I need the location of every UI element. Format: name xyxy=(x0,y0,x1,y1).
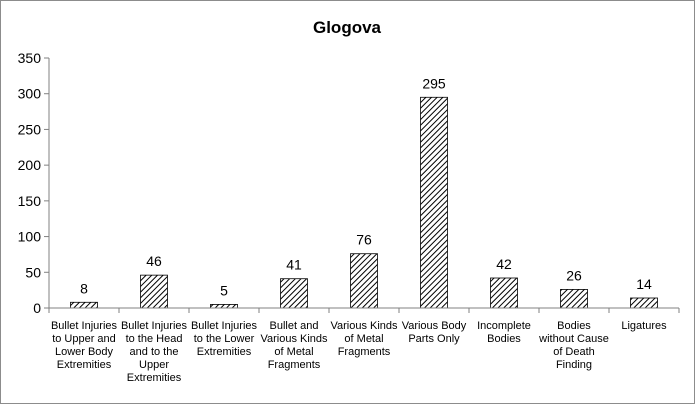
bar xyxy=(210,304,238,309)
y-tick-label: 50 xyxy=(25,264,41,280)
x-category-label-line: Lower Body xyxy=(55,346,114,358)
x-category-label-line: Extremities xyxy=(57,359,112,371)
y-tick-label: 200 xyxy=(18,157,42,173)
chart-title: Glogova xyxy=(313,18,382,37)
x-category-label-line: Fragments xyxy=(338,346,391,358)
x-category-label-line: to the Head xyxy=(126,333,183,345)
x-category-label-line: of Death xyxy=(553,346,595,358)
bar xyxy=(280,278,308,309)
x-category-label-line: Bodies xyxy=(557,320,591,332)
x-category-label: Bullet Injuries to the Lower Extremities xyxy=(191,320,258,358)
y-tick-label: 300 xyxy=(18,86,42,102)
x-category-label-line: and to the xyxy=(130,346,179,358)
data-label: 5 xyxy=(220,282,228,298)
x-category-label-line: without Cause xyxy=(538,333,609,345)
data-label: 14 xyxy=(636,276,652,292)
x-category-label-line: Bullet and xyxy=(270,320,319,332)
x-category-label-line: of Metal xyxy=(274,346,313,358)
x-category-label-line: Fragments xyxy=(268,359,321,371)
bar xyxy=(420,96,448,309)
x-category-label-line: Ligatures xyxy=(621,320,667,332)
x-category-label-line: Bullet Injuries xyxy=(191,320,258,332)
x-category-label-line: Finding xyxy=(556,359,592,371)
x-category-label: Bullet Injuries to the Head and to the Uppe… xyxy=(121,320,188,384)
x-category-label-line: to Upper and xyxy=(52,333,116,345)
bar xyxy=(630,297,658,309)
y-tick-label: 150 xyxy=(18,193,42,209)
data-label: 42 xyxy=(496,256,512,272)
y-tick-label: 250 xyxy=(18,121,42,137)
data-label: 26 xyxy=(566,267,582,283)
y-tick-label: 350 xyxy=(18,50,42,66)
x-category-label-line: Extremities xyxy=(127,372,182,384)
x-category-label: Bullet and Various Kinds of Metal Fragments xyxy=(260,320,328,371)
y-tick-label: 0 xyxy=(33,300,41,316)
x-category-label: Various Body Parts Only xyxy=(402,320,467,345)
y-tick-label: 100 xyxy=(18,229,42,245)
bar xyxy=(490,277,518,309)
x-category-label: Bodies without Cause of Death Finding xyxy=(538,320,609,371)
data-label: 41 xyxy=(286,257,302,273)
x-category-label-line: Various Body xyxy=(402,320,467,332)
x-category-label-line: Parts Only xyxy=(408,333,460,345)
x-category-label-line: Bullet Injuries xyxy=(51,320,118,332)
x-category-label-line: Bullet Injuries xyxy=(121,320,188,332)
x-category-label: Incomplete Bodies xyxy=(477,320,531,345)
bars: 8 46 5 41 76 295 42 26 14 xyxy=(70,75,658,309)
bar xyxy=(560,289,588,309)
bar xyxy=(140,274,168,309)
data-label: 295 xyxy=(422,75,446,91)
x-category-label-line: Incomplete xyxy=(477,320,531,332)
x-category-label-line: Various Kinds xyxy=(330,320,398,332)
y-axis: 0 50 100 150 200 250 300 350 xyxy=(18,50,50,316)
x-category-label: Bullet Injuries to Upper and Lower Body Ext… xyxy=(51,320,118,371)
x-category-label: Various Kinds of Metal Fragments xyxy=(330,320,398,358)
x-axis: Bullet Injuries to Upper and Lower Body Ext… xyxy=(48,307,680,384)
data-label: 8 xyxy=(80,280,88,296)
x-category-label-line: Extremities xyxy=(197,346,252,358)
x-category-label-line: Bodies xyxy=(487,333,521,345)
bar xyxy=(70,301,98,309)
x-category-label-line: Upper xyxy=(139,359,169,371)
data-label: 76 xyxy=(356,232,372,248)
x-category-label-line: of Metal xyxy=(344,333,383,345)
bar xyxy=(350,253,378,309)
x-category-label-line: to the Lower xyxy=(194,333,255,345)
x-category-label: Ligatures xyxy=(621,320,667,332)
data-label: 46 xyxy=(146,253,162,269)
x-category-label-line: Various Kinds xyxy=(260,333,328,345)
